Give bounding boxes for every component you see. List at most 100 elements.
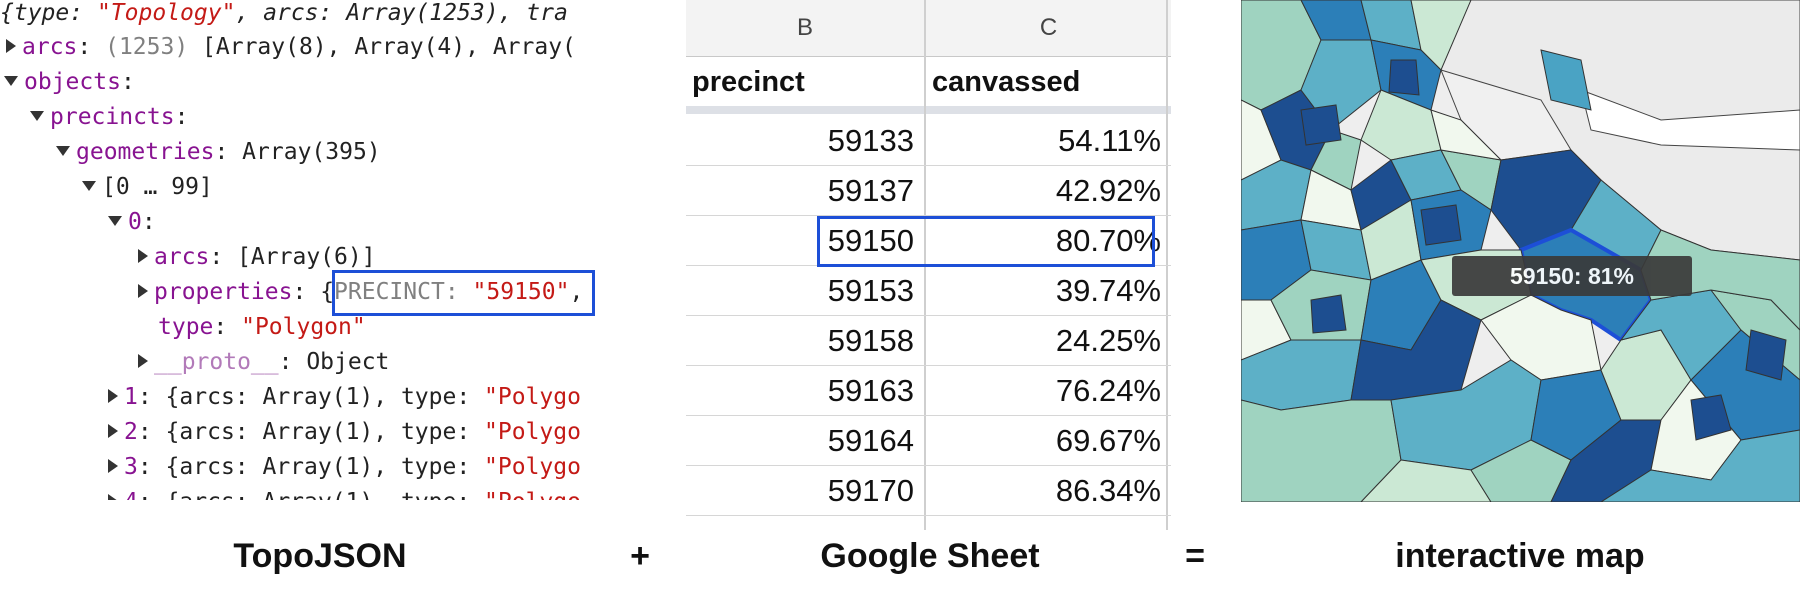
collapse-arrow-icon[interactable] — [82, 180, 96, 191]
objects-row[interactable]: objects: — [4, 65, 135, 100]
item-row[interactable]: 2: {arcs: Array(1), type: "Polygo — [108, 415, 581, 450]
truncated-key: tra — [526, 0, 568, 26]
row-divider — [686, 215, 1171, 216]
arcs-value: : [Array(6)] — [209, 244, 376, 270]
precincts-key: precincts — [50, 104, 175, 130]
map-svg[interactable] — [1241, 0, 1800, 502]
row-divider — [686, 465, 1171, 466]
selected-row-highlight — [817, 216, 1155, 267]
expand-arrow-icon[interactable] — [138, 283, 148, 298]
cell-precinct[interactable]: 59150 — [827, 222, 914, 258]
collapse-arrow-icon[interactable] — [56, 145, 70, 156]
spreadsheet-panel: B C precinct canvassed 59133 54.11% 5913… — [686, 0, 1171, 530]
cell-canvassed[interactable]: 42.92% — [1055, 172, 1161, 208]
index-key: 2 — [124, 419, 138, 445]
index-key: 4 — [124, 489, 138, 500]
expand-arrow-icon[interactable] — [108, 458, 118, 473]
expand-arrow-icon[interactable] — [138, 248, 148, 263]
colon-text: : — [292, 279, 321, 305]
cell-canvassed[interactable]: 86.34% — [1055, 472, 1161, 508]
item-text: : {arcs: Array(1), type: — [137, 419, 485, 445]
cell-canvassed[interactable]: 24.25% — [1055, 322, 1161, 358]
trailing-comma: , — [569, 279, 584, 305]
type-value: "Polygo — [484, 454, 581, 480]
type-value: "Polygo — [484, 384, 581, 410]
expand-arrow-icon[interactable] — [108, 423, 118, 438]
cell-precinct[interactable]: 59137 — [827, 172, 914, 208]
geometries-row[interactable]: geometries: Array(395) — [56, 135, 381, 170]
map-region[interactable] — [1540, 49, 1592, 111]
map-region[interactable] — [1310, 294, 1347, 334]
range-row[interactable]: [0 … 99] — [82, 170, 213, 205]
map-region[interactable] — [1300, 104, 1342, 146]
precinct-key: PRECINCT: — [334, 279, 473, 305]
brace-text: { — [320, 279, 335, 305]
type-key: type — [13, 0, 70, 26]
cell-canvassed[interactable]: 69.67% — [1055, 422, 1161, 458]
arcs-preview: [Array(8), Array(4), Array( — [202, 34, 576, 60]
item-text: : {arcs: Array(1), type: — [137, 454, 485, 480]
choropleth-map[interactable]: 59150: 81% — [1241, 0, 1800, 502]
frozen-row-divider — [686, 106, 1171, 114]
caption-google-sheet: Google Sheet — [820, 537, 1040, 575]
row-divider — [686, 365, 1171, 366]
colon-text: : — [174, 104, 189, 130]
proto-value: : Object — [278, 349, 390, 375]
cell-precinct[interactable]: 59153 — [827, 272, 914, 308]
column-header-c[interactable]: C — [926, 0, 1171, 57]
type-value: "Polygo — [484, 489, 581, 500]
item-0-row[interactable]: 0: — [108, 205, 156, 240]
colon-text: : — [69, 0, 97, 26]
expand-arrow-icon[interactable] — [138, 353, 148, 368]
cell-canvassed[interactable]: 80.70% — [1055, 222, 1161, 258]
colon-text: : — [213, 314, 242, 340]
cell-canvassed[interactable]: 39.74% — [1055, 272, 1161, 308]
arcs-row[interactable]: arcs: (1253) [Array(8), Array(4), Array( — [6, 30, 576, 65]
type-value: "Polygo — [484, 419, 581, 445]
expand-arrow-icon[interactable] — [108, 493, 118, 500]
cell-precinct[interactable]: 59164 — [827, 422, 914, 458]
header-cell-precinct[interactable]: precinct — [692, 65, 805, 98]
map-region[interactable] — [1420, 204, 1462, 246]
arcs-key: arcs — [22, 34, 78, 60]
collapse-arrow-icon[interactable] — [108, 215, 122, 226]
objects-key: objects — [24, 69, 121, 95]
proto-row[interactable]: __proto__: Object — [138, 345, 389, 380]
map-region[interactable] — [1580, 89, 1800, 151]
collapse-arrow-icon[interactable] — [4, 75, 18, 86]
caption-topojson: TopoJSON — [233, 537, 407, 575]
cell-precinct[interactable]: 59158 — [827, 322, 914, 358]
map-region[interactable] — [1600, 429, 1800, 502]
index-key: 1 — [124, 384, 138, 410]
item-arcs-row[interactable]: arcs: [Array(6)] — [138, 240, 376, 275]
row-divider — [686, 315, 1171, 316]
item-text: : {arcs: Array(1), type: — [137, 384, 485, 410]
geometries-value: : Array(395) — [214, 139, 381, 165]
map-tooltip: 59150: 81% — [1452, 256, 1692, 296]
type-value: "Polygon" — [241, 314, 366, 340]
arcs-count: (1253) — [91, 34, 203, 60]
caption-interactive-map: interactive map — [1395, 537, 1645, 575]
caption-equals: = — [1185, 537, 1205, 575]
map-region[interactable] — [1745, 329, 1787, 381]
expand-arrow-icon[interactable] — [108, 388, 118, 403]
arcs-key: arcs — [263, 0, 319, 26]
item-row[interactable]: 1: {arcs: Array(1), type: "Polygo — [108, 380, 581, 415]
properties-row[interactable]: properties: {PRECINCT: "59150", — [138, 275, 583, 310]
item-row[interactable]: 4: {arcs: Array(1), type: "Polygo — [108, 485, 581, 500]
map-region[interactable] — [1388, 59, 1420, 96]
precincts-row[interactable]: precincts: — [30, 100, 188, 135]
cell-precinct[interactable]: 59163 — [827, 372, 914, 408]
collapse-arrow-icon[interactable] — [30, 110, 44, 121]
cell-canvassed[interactable]: 54.11% — [1058, 122, 1161, 158]
map-region[interactable] — [1690, 394, 1732, 441]
header-cell-canvassed[interactable]: canvassed — [932, 65, 1081, 98]
item-row[interactable]: 3: {arcs: Array(1), type: "Polygo — [108, 450, 581, 485]
console-panel: {type: "Topology", arcs: Array(1253), tr… — [0, 0, 596, 500]
cell-precinct[interactable]: 59133 — [827, 122, 914, 158]
expand-arrow-icon[interactable] — [6, 38, 16, 53]
properties-key: properties — [154, 279, 293, 305]
column-header-b[interactable]: B — [686, 0, 926, 57]
cell-precinct[interactable]: 59170 — [827, 472, 914, 508]
cell-canvassed[interactable]: 76.24% — [1055, 372, 1161, 408]
